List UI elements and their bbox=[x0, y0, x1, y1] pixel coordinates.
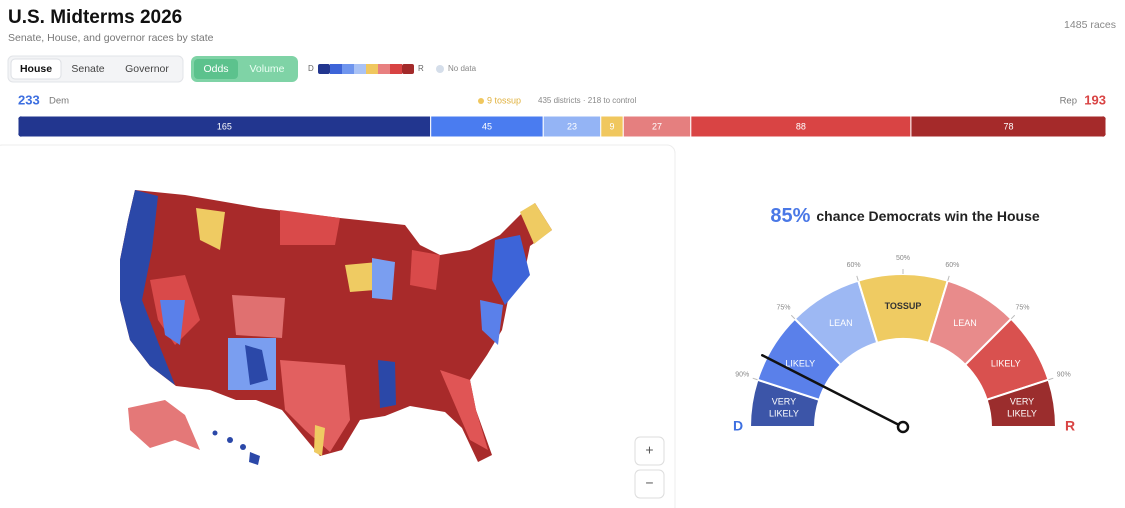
zoom-out[interactable]: − bbox=[645, 475, 653, 491]
legend-swatch bbox=[366, 64, 378, 74]
legend-swatch bbox=[402, 64, 414, 74]
map-region bbox=[196, 208, 225, 250]
gauge-tick bbox=[752, 377, 758, 381]
map-region bbox=[120, 190, 552, 462]
gauge: VERY LIKELY LIKELY LEAN TOSSUP LEAN LIKELY VERY… bbox=[735, 255, 1071, 434]
map-region bbox=[249, 452, 260, 465]
seat-label: 88 bbox=[796, 121, 806, 131]
seat-bar: 165 45 23 9 27 88 78 bbox=[18, 116, 1106, 137]
gauge-segment-label: VERY bbox=[1010, 397, 1034, 407]
mode-option[interactable]: Odds bbox=[203, 63, 228, 75]
gauge-segment-label: LIKELY bbox=[991, 358, 1021, 368]
gauge-tick-label: 90% bbox=[1057, 372, 1071, 379]
map-region bbox=[227, 437, 233, 443]
gauge-tick-label: 90% bbox=[735, 372, 749, 379]
title: U.S. Midterms 2026 bbox=[8, 7, 182, 28]
districts-note: 435 districts · 218 to control bbox=[538, 96, 636, 105]
tab[interactable]: House bbox=[20, 63, 52, 75]
rep-label: Rep bbox=[1060, 96, 1077, 107]
gauge-segment-label: VERY bbox=[772, 397, 796, 407]
gauge-tick-label: 60% bbox=[847, 262, 861, 269]
dem-label: Dem bbox=[49, 96, 69, 107]
map-region bbox=[440, 370, 488, 450]
seat-label: 27 bbox=[652, 121, 662, 131]
zoom-out-button[interactable] bbox=[634, 469, 665, 499]
gauge-tick-label: 75% bbox=[776, 304, 790, 311]
legend-right: R bbox=[418, 64, 424, 73]
zoom-in-button[interactable] bbox=[634, 436, 665, 466]
zoom-in[interactable]: + bbox=[645, 442, 653, 458]
gauge-needle bbox=[760, 354, 905, 429]
seat-label: 23 bbox=[567, 121, 577, 131]
seat-label: 45 bbox=[482, 121, 492, 131]
tossup-dot bbox=[478, 98, 484, 104]
tossup-count: 9 tossup bbox=[487, 95, 521, 105]
gauge-tick-label: 75% bbox=[1015, 304, 1029, 311]
legend-scale bbox=[318, 64, 414, 74]
map-region bbox=[245, 345, 268, 385]
rep-count: 193 bbox=[1084, 92, 1106, 107]
map-region bbox=[345, 262, 378, 292]
gauge-segment-label: LIKELY bbox=[1007, 409, 1037, 419]
seat-label: 165 bbox=[217, 121, 232, 131]
legend-swatch bbox=[342, 64, 354, 74]
legend-swatch bbox=[390, 64, 402, 74]
gauge-tick-label: 50% bbox=[896, 255, 910, 262]
gauge-segment-label: TOSSUP bbox=[885, 301, 922, 311]
map-region bbox=[280, 210, 340, 245]
gauge-pivot bbox=[896, 420, 910, 434]
legend-no-data: No data bbox=[448, 64, 477, 73]
map-region bbox=[314, 425, 325, 456]
subtitle: Senate, House, and governor races by sta… bbox=[8, 32, 214, 44]
seat-label: 78 bbox=[1003, 121, 1013, 131]
headline: 85% chance Democrats win the House bbox=[770, 205, 1040, 227]
map-region bbox=[128, 400, 200, 450]
legend-left: D bbox=[308, 64, 314, 73]
gauge-segment-label: LEAN bbox=[829, 318, 853, 328]
us-map bbox=[120, 190, 552, 465]
seat-segment bbox=[910, 116, 1106, 137]
gauge-segment-label: LIKELY bbox=[769, 409, 799, 419]
legend-swatch bbox=[354, 64, 366, 74]
tab[interactable]: Governor bbox=[125, 63, 169, 75]
map-region bbox=[378, 360, 396, 408]
gauge-tick bbox=[856, 275, 859, 281]
legend-no-data-swatch bbox=[436, 65, 444, 73]
gauge-segment-label: LEAN bbox=[953, 318, 977, 328]
gauge-tick bbox=[947, 275, 950, 281]
probability-label: 85% bbox=[770, 205, 810, 227]
map-region bbox=[480, 300, 503, 345]
gauge-segment-label: LIKELY bbox=[785, 358, 815, 368]
map-region bbox=[410, 250, 440, 290]
map-region bbox=[520, 203, 552, 244]
map-region bbox=[160, 300, 185, 345]
map-region bbox=[120, 190, 175, 385]
race-count: 1485 races bbox=[1064, 19, 1116, 31]
gauge-left-label: D bbox=[733, 418, 743, 434]
gauge-right-label: R bbox=[1065, 418, 1075, 434]
seat-label: 9 bbox=[610, 121, 615, 131]
tab[interactable]: Senate bbox=[71, 63, 104, 75]
tab-active-bg bbox=[10, 58, 62, 80]
map-region bbox=[240, 444, 246, 450]
gauge-tick bbox=[1010, 314, 1016, 320]
legend-swatch bbox=[378, 64, 390, 74]
gauge-tick bbox=[1048, 377, 1054, 381]
gauge-tick bbox=[790, 314, 796, 320]
mode-option[interactable]: Volume bbox=[249, 63, 284, 75]
legend-swatch bbox=[318, 64, 330, 74]
map-region bbox=[232, 295, 285, 338]
map-region bbox=[280, 360, 350, 452]
map-region bbox=[492, 235, 530, 305]
gauge-tick-label: 60% bbox=[945, 262, 959, 269]
headline-text: chance Democrats win the House bbox=[816, 208, 1040, 224]
map-region bbox=[372, 258, 395, 300]
gauge-segment bbox=[985, 378, 1058, 428]
map-region bbox=[212, 430, 218, 436]
mode-active-bg bbox=[194, 59, 238, 79]
dem-count: 233 bbox=[18, 92, 40, 107]
legend-swatch bbox=[330, 64, 342, 74]
